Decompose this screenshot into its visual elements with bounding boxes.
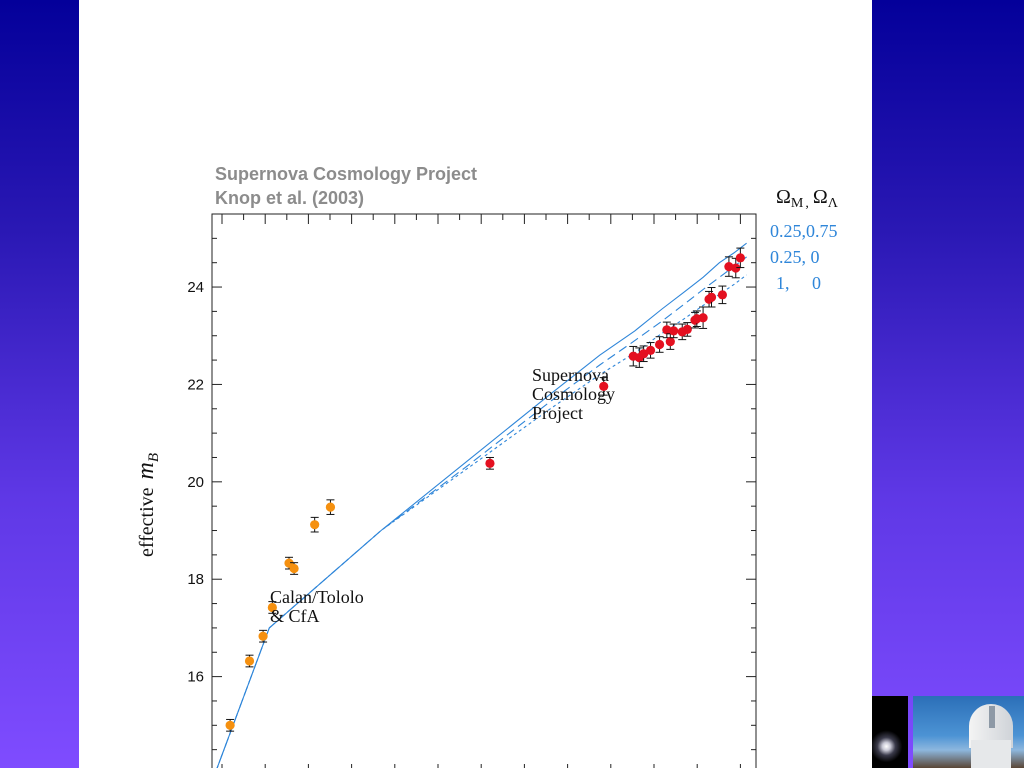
data-point (735, 253, 745, 263)
y-tick-label: 16 (187, 669, 204, 686)
data-point (665, 336, 675, 347)
data-point (310, 520, 320, 530)
data-point (639, 349, 649, 359)
data-point (724, 261, 734, 272)
y-tick-label: 24 (187, 279, 204, 296)
data-point (698, 313, 708, 323)
y-axis-label: effectivemB (133, 453, 162, 557)
plot-frame (211, 213, 757, 768)
data-point (485, 458, 495, 468)
chart-subtitle: Knop et al. (2003) (215, 188, 364, 208)
data-point (258, 631, 268, 641)
data-point (289, 563, 299, 574)
y-tick-label: 22 (187, 376, 204, 393)
data-point (599, 381, 609, 391)
model-curve-dashed (216, 256, 747, 768)
chart: Supernova Cosmology Project Knop et al. … (133, 164, 839, 768)
series-calan-cfa (225, 499, 336, 732)
data-point (669, 326, 679, 336)
legend-entry-dotted: 1, 0 (776, 273, 821, 293)
observatory-dome-thumbnail-icon (913, 696, 1024, 768)
data-point (225, 720, 235, 730)
legend-header: ΩM, ΩΛ (776, 186, 839, 211)
chart-title: Supernova Cosmology Project (215, 164, 477, 184)
legend-entry-solid: 0.25,0.75 (770, 221, 838, 241)
annotation-calan-line1: Calan/Tololo (270, 587, 364, 607)
annotation-scp-line1: Supernova (532, 365, 609, 385)
model-curve-solid (216, 242, 747, 768)
observatory-slit-shape (989, 706, 995, 728)
data-point (645, 345, 656, 355)
y-tick-labels: 14 16 18 20 22 24 (187, 279, 204, 768)
annotation-calan-line2: & CfA (270, 606, 320, 626)
slide-panel: Supernova Cosmology Project Knop et al. … (79, 0, 872, 768)
y-tick-label: 14 (187, 766, 204, 768)
observatory-base-shape (971, 740, 1011, 768)
data-point (706, 292, 717, 302)
data-point (682, 324, 692, 335)
annotation-scp-line3: Project (532, 403, 583, 423)
y-tick-label: 20 (187, 474, 204, 491)
data-point (717, 290, 727, 300)
data-point (244, 656, 255, 666)
annotation-scp-line2: Cosmology (532, 384, 615, 404)
data-point (731, 263, 741, 273)
data-point (662, 325, 672, 335)
data-point (654, 339, 665, 350)
y-tick-label: 18 (187, 571, 204, 588)
galaxy-thumbnail-icon (872, 696, 908, 768)
data-point (325, 502, 336, 512)
axis-ticks (212, 214, 756, 768)
data-point (267, 602, 277, 613)
model-curve-dotted (216, 274, 747, 768)
legend-entry-dashed: 0.25, 0 (770, 247, 820, 267)
series-scp (485, 247, 745, 470)
data-points (225, 247, 745, 732)
